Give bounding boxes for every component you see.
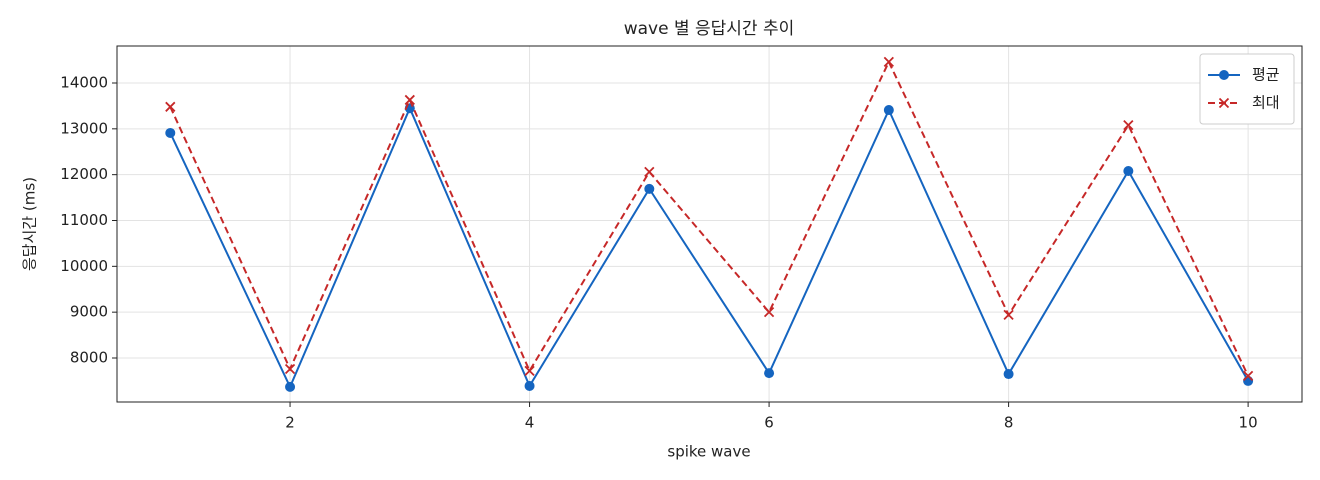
point	[524, 365, 535, 376]
point	[165, 127, 176, 138]
y-tick-label: 12000	[60, 165, 108, 183]
y-tick-label: 10000	[60, 257, 108, 275]
legend-marker	[1219, 70, 1229, 80]
point	[165, 101, 176, 112]
x-tick-label: 4	[525, 414, 535, 432]
y-tick-label: 8000	[70, 348, 108, 366]
point	[285, 381, 296, 392]
point	[1003, 369, 1014, 380]
point	[883, 56, 894, 68]
point	[644, 183, 655, 194]
point	[1003, 309, 1014, 321]
legend-marker	[1218, 97, 1230, 109]
y-tick-label: 11000	[60, 211, 108, 229]
point	[764, 368, 775, 379]
legend-box	[1199, 53, 1295, 125]
x-tick-label: 8	[1004, 414, 1014, 432]
y-tick-label: 9000	[70, 303, 108, 321]
x-tick-label: 10	[1239, 414, 1258, 432]
series-line	[169, 59, 1250, 377]
point	[1242, 370, 1254, 382]
x-tick-label: 2	[285, 414, 295, 432]
point	[284, 363, 296, 375]
y-axis-label: 응답시간 (ms)	[21, 177, 39, 271]
x-axis-label: spike wave	[667, 443, 750, 461]
legend-label: 평균	[1252, 66, 1280, 84]
point	[1123, 165, 1134, 176]
chart-title: wave 별 응답시간 추이	[624, 19, 795, 39]
y-tick-label: 13000	[60, 119, 108, 137]
point	[763, 307, 775, 318]
point	[1243, 375, 1254, 386]
point	[644, 166, 655, 178]
legend-label: 최대	[1252, 94, 1280, 112]
x-tick-label: 6	[764, 414, 774, 432]
plot-frame	[116, 45, 1303, 403]
series-line	[169, 105, 1249, 390]
y-tick-label: 14000	[60, 73, 108, 91]
point	[524, 380, 535, 391]
point	[1123, 120, 1134, 131]
point	[883, 105, 894, 116]
point	[404, 94, 415, 106]
